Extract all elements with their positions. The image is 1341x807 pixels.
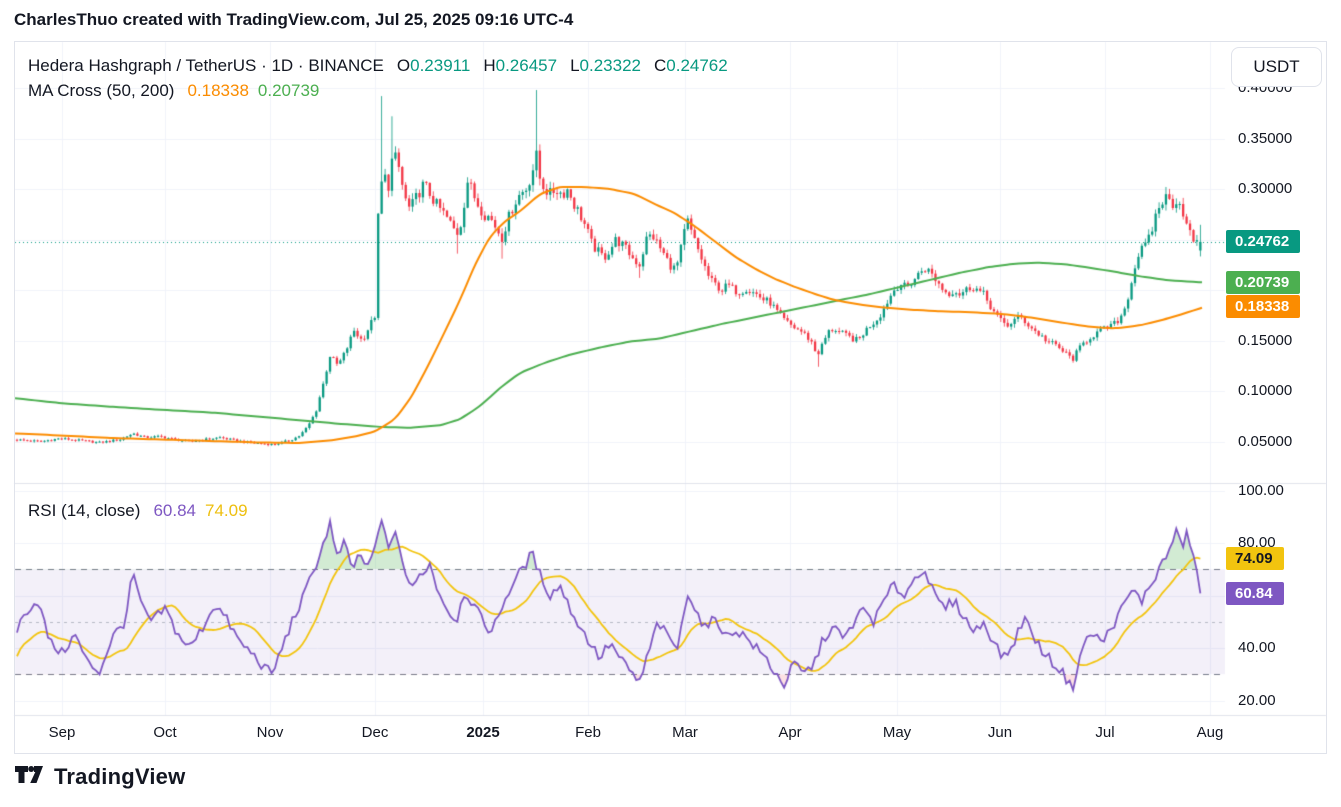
time-axis-label: 2025 (466, 724, 500, 741)
time-axis-label: Nov (256, 724, 284, 741)
time-scale[interactable] (14, 715, 1225, 753)
attribution-text: CharlesThuo created with TradingView.com… (14, 10, 574, 29)
ma50-legend-value: 0.18338 (187, 81, 249, 100)
rsi-legend: RSI (14, close) 60.84 74.09 (28, 498, 248, 523)
symbol-title: Hedera Hashgraph / TetherUS · 1D · BINAN… (28, 56, 384, 75)
rsi-axis-label: 80.00 (1238, 534, 1276, 551)
time-axis-label: Sep (48, 724, 76, 741)
rsi-badge: 60.84 (1226, 581, 1284, 605)
tradingview-logo-icon (15, 765, 44, 789)
symbol-legend-row: Hedera Hashgraph / TetherUS · 1D · BINAN… (28, 53, 728, 78)
time-axis-label: Dec (361, 724, 389, 741)
ohlc-close: C0.24762 (653, 56, 728, 75)
time-axis-label: Mar (672, 724, 698, 741)
tradingview-logo-text: TradingView (54, 764, 186, 789)
ohlc-low: L0.23322 (570, 56, 641, 75)
ma-cross-legend-row: MA Cross (50, 200) 0.18338 0.20739 (28, 78, 728, 103)
price-axis-label: 0.05000 (1238, 432, 1293, 450)
rsi-axis-label: 20.00 (1238, 691, 1276, 709)
price-axis-label: 0.10000 (1238, 382, 1293, 399)
time-axis-label: Feb (575, 724, 601, 741)
close-price-badge: 0.24762 (1226, 230, 1300, 254)
currency-button[interactable]: USDT (1231, 47, 1322, 87)
ma200-legend-value: 0.20739 (257, 81, 320, 100)
time-axis-label: Jul (1095, 724, 1115, 741)
rsi-ma-badge: 74.09 (1226, 547, 1284, 570)
rsi-ma-legend-value: 74.09 (204, 501, 248, 520)
chart-legend: Hedera Hashgraph / TetherUS · 1D · BINAN… (28, 53, 728, 103)
rsi-axis-label: 40.00 (1238, 639, 1276, 656)
price-axis-label: 0.30000 (1238, 180, 1293, 197)
ma-cross-title: MA Cross (50, 200) (28, 81, 175, 100)
price-axis-label: 0.35000 (1238, 129, 1293, 147)
time-axis-label: Oct (153, 724, 177, 741)
price-axis-label: 0.15000 (1238, 331, 1293, 349)
ohlc-high: H0.26457 (483, 56, 558, 75)
rsi-title: RSI (14, close) (28, 501, 141, 520)
tradingview-logo[interactable]: TradingView (15, 764, 185, 790)
ohlc-open: O0.23911 (396, 56, 471, 75)
rsi-legend-value: 60.84 (153, 501, 196, 520)
time-axis-label: Jun (987, 724, 1013, 741)
ma50-price-badge: 0.18338 (1226, 295, 1300, 319)
rsi-axis-label: 100.00 (1238, 481, 1284, 499)
ma200-price-badge: 0.20739 (1226, 271, 1300, 295)
time-axis-label: Apr (778, 724, 802, 741)
time-axis-label: May (882, 724, 912, 741)
time-axis-label: Aug (1196, 724, 1224, 741)
